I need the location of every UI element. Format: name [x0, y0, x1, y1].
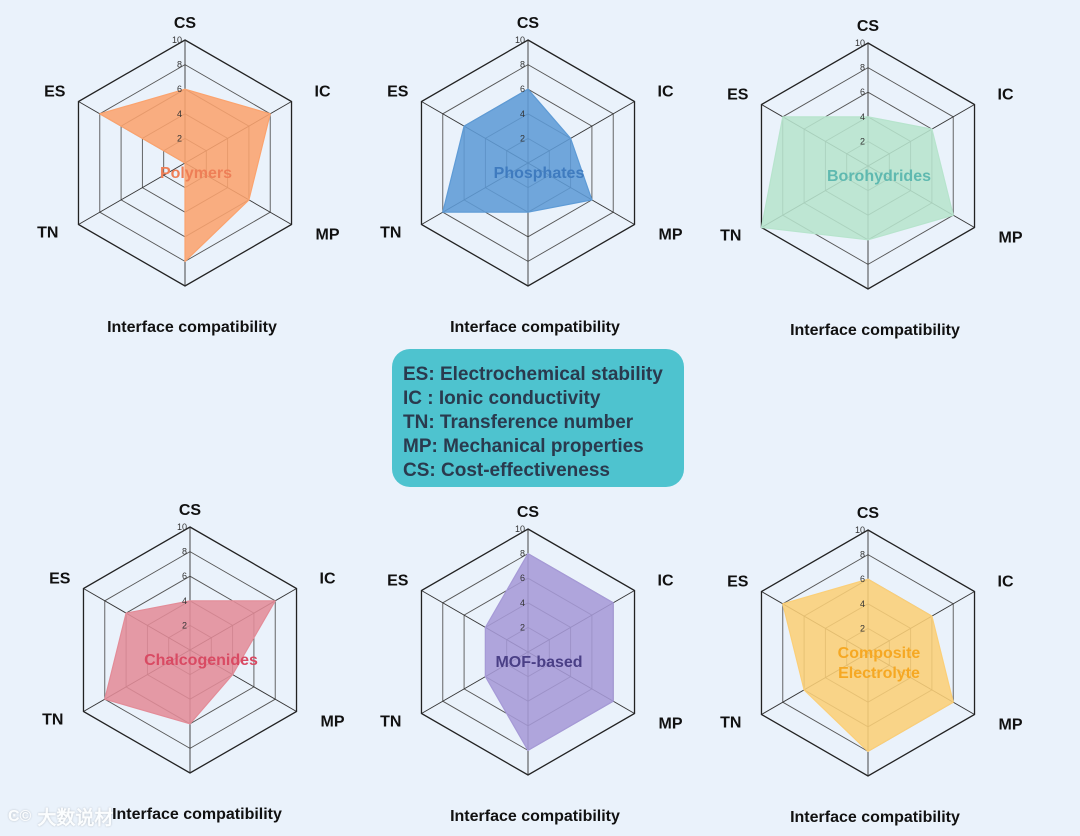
- axis-label-mp: MP: [659, 716, 683, 733]
- radar-chart-4: 2 4 6 8 10 CS IC MP Interface compatibility TN ES M…: [380, 504, 683, 825]
- axis-label-cs: CS: [179, 502, 202, 519]
- chart-title: Polymers: [160, 165, 232, 182]
- axis-label-tn: TN: [380, 714, 401, 731]
- tick-label: 4: [182, 596, 187, 606]
- axis-label-tn: TN: [380, 225, 401, 242]
- axis-label-es: ES: [727, 87, 749, 104]
- tick-label: 8: [182, 547, 187, 557]
- chart-title: MOF-based: [495, 654, 582, 671]
- tick-label: 6: [520, 84, 525, 94]
- chart-title: Borohydrides: [827, 168, 931, 185]
- legend-line-ic: IC : Ionic conductivity: [403, 388, 601, 409]
- axis-label-cs: CS: [517, 504, 540, 521]
- axis-label-interface: Interface compatibility: [790, 809, 960, 826]
- axis-label-ic: IC: [320, 571, 336, 588]
- tick-label: 4: [520, 109, 525, 119]
- tick-label: 8: [520, 549, 525, 559]
- tick-label: 4: [860, 599, 865, 609]
- watermark-logo-icon: Ͼ©: [8, 807, 32, 825]
- chart-title: Phosphates: [494, 165, 585, 182]
- radar-chart-0: 2 4 6 8 10 CS IC MP Interface compatibility TN ES P…: [37, 15, 340, 336]
- axis-label-es: ES: [387, 84, 409, 101]
- axis-label-mp: MP: [999, 717, 1023, 734]
- tick-label: 6: [182, 571, 187, 581]
- axis-label-tn: TN: [42, 712, 63, 729]
- abbreviation-legend: ES: Electrochemical stability IC : Ionic…: [392, 349, 684, 487]
- axis-label-mp: MP: [321, 714, 345, 731]
- axis-label-cs: CS: [857, 18, 880, 35]
- data-area: [442, 88, 593, 213]
- legend-line-mp: MP: Mechanical properties: [403, 436, 644, 457]
- tick-label: 10: [855, 525, 865, 535]
- data-area: [760, 116, 954, 241]
- tick-label: 6: [177, 84, 182, 94]
- data-area: [484, 552, 614, 752]
- axis-label-interface: Interface compatibility: [450, 808, 620, 825]
- tick-label: 2: [520, 622, 525, 632]
- tick-label: 6: [860, 87, 865, 97]
- chart-title: Composite Electrolyte: [838, 645, 921, 682]
- axis-label-mp: MP: [999, 230, 1023, 247]
- axis-label-ic: IC: [658, 573, 674, 590]
- tick-label: 8: [177, 60, 182, 70]
- tick-label: 10: [177, 522, 187, 532]
- chart-title: Chalcogenides: [144, 652, 258, 669]
- radar-chart-1: 2 4 6 8 10 CS IC MP Interface compatibility TN ES P…: [380, 15, 683, 336]
- axis-label-interface: Interface compatibility: [450, 319, 620, 336]
- axis-label-interface: Interface compatibility: [107, 319, 277, 336]
- axis-label-tn: TN: [720, 228, 741, 245]
- data-area: [782, 578, 954, 753]
- legend-line-es: ES: Electrochemical stability: [403, 364, 663, 385]
- tick-label: 2: [860, 623, 865, 633]
- axis-label-es: ES: [727, 574, 749, 591]
- tick-label: 10: [515, 35, 525, 45]
- axis-spoke-tn: [78, 162, 186, 225]
- tick-label: 4: [860, 112, 865, 122]
- axis-label-ic: IC: [658, 84, 674, 101]
- tick-label: 8: [860, 63, 865, 73]
- axis-label-es: ES: [49, 571, 71, 588]
- legend-line-cs: CS: Cost-effectiveness: [403, 460, 610, 481]
- tick-label: 6: [860, 574, 865, 584]
- axis-label-interface: Interface compatibility: [790, 322, 960, 339]
- axis-label-tn: TN: [37, 225, 58, 242]
- radar-chart-2: 2 4 6 8 10 CS IC MP Interface compatibility TN ES B…: [720, 18, 1023, 339]
- tick-label: 6: [520, 573, 525, 583]
- radar-chart-3: 2 4 6 8 10 CS IC MP Interface compatibility TN ES C…: [42, 502, 345, 823]
- data-area: [104, 600, 276, 725]
- axis-label-mp: MP: [659, 227, 683, 244]
- tick-label: 2: [177, 133, 182, 143]
- tick-label: 10: [515, 524, 525, 534]
- tick-label: 2: [182, 620, 187, 630]
- axis-label-cs: CS: [517, 15, 540, 32]
- tick-label: 10: [855, 38, 865, 48]
- data-area: [99, 88, 271, 262]
- tick-label: 4: [520, 598, 525, 608]
- tick-label: 10: [172, 35, 182, 45]
- axis-label-cs: CS: [174, 15, 197, 32]
- radar-chart-5: 2 4 6 8 10 CS IC MP Interface compatibility TN ES C…: [720, 505, 1023, 826]
- watermark-text: 大数说材: [37, 808, 114, 829]
- axis-label-es: ES: [387, 573, 409, 590]
- axis-label-ic: IC: [998, 87, 1014, 104]
- legend-line-tn: TN: Transference number: [403, 412, 634, 433]
- axis-label-es: ES: [44, 84, 66, 101]
- axis-label-mp: MP: [316, 227, 340, 244]
- tick-label: 4: [177, 109, 182, 119]
- tick-label: 8: [860, 550, 865, 560]
- tick-label: 2: [520, 133, 525, 143]
- axis-label-ic: IC: [998, 574, 1014, 591]
- tick-label: 2: [860, 136, 865, 146]
- watermark: Ͼ© 大数说材: [8, 803, 113, 830]
- tick-label: 8: [520, 60, 525, 70]
- axis-label-interface: Interface compatibility: [112, 806, 282, 823]
- axis-label-ic: IC: [315, 84, 331, 101]
- axis-label-tn: TN: [720, 715, 741, 732]
- axis-label-cs: CS: [857, 505, 880, 522]
